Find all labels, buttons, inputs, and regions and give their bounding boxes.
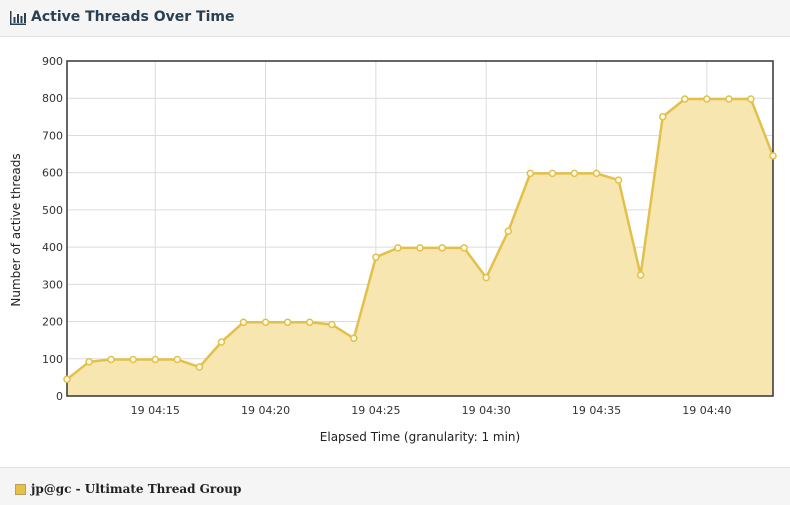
plot-frame — [66, 60, 774, 397]
y-axis-label: Number of active threads — [9, 153, 23, 306]
legend-label[interactable]: jp@gc - Ultimate Thread Group — [31, 482, 242, 496]
data-point — [173, 355, 182, 364]
y-tick-label: 400 — [42, 241, 63, 254]
data-point — [703, 95, 711, 103]
data-point — [394, 244, 402, 252]
series-points — [63, 95, 777, 384]
y-tick-label: 600 — [42, 167, 63, 180]
legend-swatch — [15, 484, 26, 495]
data-point — [107, 355, 115, 364]
y-tick-label: 500 — [42, 204, 63, 217]
data-point — [217, 338, 226, 346]
data-point — [85, 358, 93, 366]
data-point — [372, 253, 380, 261]
data-point — [328, 320, 336, 329]
data-point — [614, 176, 623, 184]
data-point — [769, 152, 777, 160]
x-tick-label: 19 04:35 — [572, 404, 621, 417]
data-point — [725, 95, 733, 103]
data-point — [658, 113, 667, 121]
x-tick-label: 19 04:15 — [131, 404, 180, 417]
data-point — [548, 169, 557, 178]
data-point — [305, 318, 314, 327]
chart-area: 0 100 200 300 400 500 600 700 800 900 19 04:15 19 … — [0, 37, 790, 467]
data-point — [438, 244, 446, 252]
y-tick-label: 800 — [42, 92, 63, 105]
x-tick-label: 19 04:40 — [682, 404, 731, 417]
data-point — [63, 375, 71, 384]
data-point — [195, 363, 204, 371]
panel-header: Active Threads Over Time — [0, 0, 790, 37]
data-point — [504, 227, 513, 235]
data-point — [350, 334, 358, 343]
y-tick-label: 700 — [42, 129, 63, 142]
y-axis-ticks: 0 100 200 300 400 500 600 700 800 900 — [42, 55, 63, 403]
panel-title: Active Threads Over Time — [31, 9, 235, 25]
data-point — [636, 271, 645, 279]
data-point — [239, 318, 248, 327]
y-tick-label: 0 — [56, 390, 63, 403]
legend-bar: jp@gc - Ultimate Thread Group — [0, 467, 790, 505]
data-point — [747, 95, 755, 103]
data-point — [283, 318, 292, 327]
data-point — [526, 169, 535, 178]
x-axis-ticks: 19 04:15 19 04:20 19 04:25 19 04:30 19 04:35… — [131, 404, 732, 417]
x-tick-label: 19 04:25 — [351, 404, 400, 417]
x-axis-label: Elapsed Time (granularity: 1 min) — [320, 430, 520, 444]
data-point — [416, 244, 424, 252]
data-point — [570, 169, 579, 178]
data-point — [482, 273, 490, 282]
data-point — [261, 318, 270, 327]
data-point — [129, 355, 137, 364]
y-tick-label: 300 — [42, 278, 63, 291]
bar-chart-icon — [10, 11, 26, 25]
y-tick-label: 100 — [42, 353, 63, 366]
series-area-fill — [67, 99, 773, 396]
data-point — [681, 95, 689, 103]
data-point — [460, 244, 468, 252]
data-point — [592, 169, 601, 178]
y-tick-label: 200 — [42, 316, 63, 329]
data-point — [151, 355, 160, 364]
x-tick-label: 19 04:30 — [462, 404, 511, 417]
x-tick-label: 19 04:20 — [241, 404, 290, 417]
y-tick-label: 900 — [42, 55, 63, 68]
